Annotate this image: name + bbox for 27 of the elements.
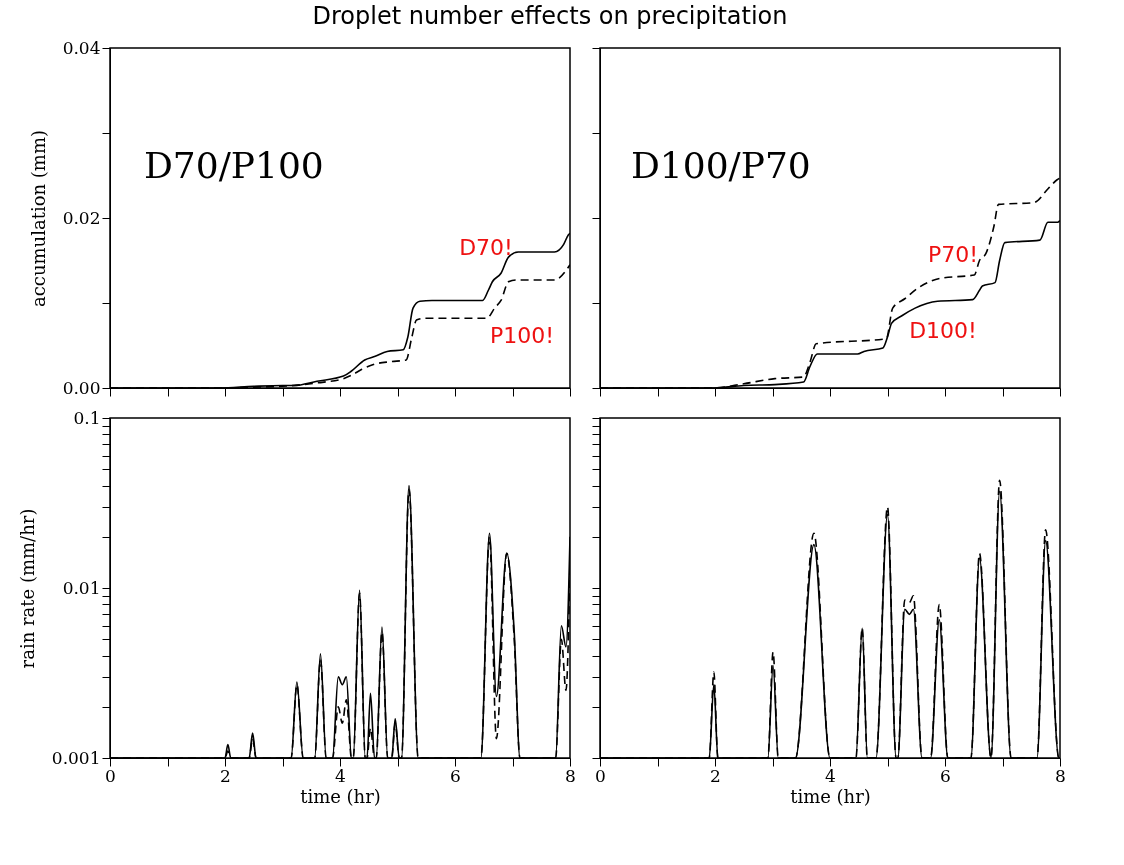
x-axis-title: time (hr) (300, 785, 381, 807)
annotation: D70/P100 (144, 145, 324, 186)
y-tick-label: 0.00 (62, 377, 101, 398)
x-tick-label: 4 (335, 765, 346, 786)
annotation: P100! (489, 323, 555, 348)
y-tick-label: 0.001 (51, 747, 101, 768)
y-axis-title: rain rate (mm/hr) (16, 508, 38, 669)
y-tick-label: 0.04 (62, 37, 101, 58)
x-tick-label: 4 (825, 765, 836, 786)
x-tick-label: 8 (1055, 765, 1066, 786)
x-tick-label: 0 (595, 765, 606, 786)
annotation: D70! (459, 235, 513, 260)
x-tick-label: 0 (105, 765, 116, 786)
x-tick-label: 8 (565, 765, 576, 786)
x-tick-label: 2 (220, 765, 231, 786)
y-axis-title: accumulation (mm) (27, 130, 49, 307)
x-tick-label: 2 (710, 765, 721, 786)
x-tick-label: 6 (940, 765, 951, 786)
annotation: D100/P70 (631, 145, 811, 186)
x-axis-title: time (hr) (790, 785, 871, 807)
annotation: D100! (909, 318, 977, 343)
chart-title: Droplet number effects on precipitation (311, 2, 789, 30)
y-tick-label: 0.1 (73, 407, 101, 428)
y-tick-label: 0.01 (62, 577, 101, 598)
x-tick-label: 6 (450, 765, 461, 786)
y-tick-label: 0.02 (62, 207, 101, 228)
annotation: P70! (927, 242, 979, 267)
